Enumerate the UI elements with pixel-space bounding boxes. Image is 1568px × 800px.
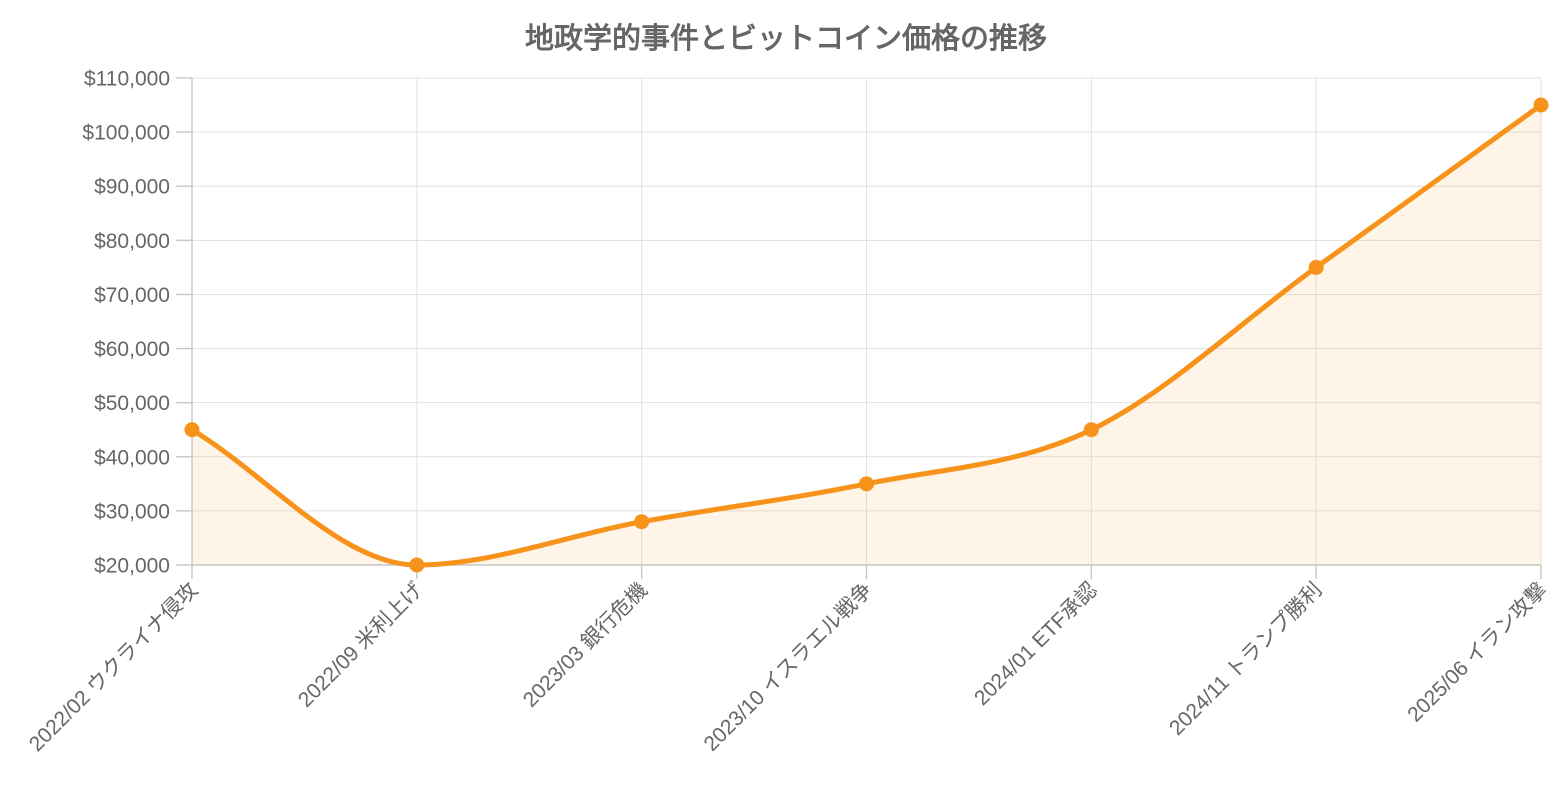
y-tick-label: $40,000 [94,446,170,469]
y-tick-label: $70,000 [94,284,170,307]
y-tick-label: $80,000 [94,230,170,253]
y-axis-tick-labels: $20,000 $30,000 $40,000 $50,000 $60,000 $70,0… [82,68,170,578]
area-fill-layer [192,105,1541,566]
x-tick-label: 2022/02 ウクライナ侵攻 [25,578,203,756]
x-axis-tick-labels: 2022/02 ウクライナ侵攻 2022/09 米利上げ 2023/03 銀行危機 2… [25,578,1552,756]
data-point[interactable] [859,476,874,492]
data-points [184,97,1549,573]
x-tick-label: 2023/10 イスラエル戦争 [699,578,877,756]
data-point[interactable] [1533,97,1549,113]
data-point[interactable] [634,514,650,530]
x-tick-label: 2023/03 銀行危機 [519,578,652,711]
y-tick-label: $110,000 [84,68,170,91]
series-area-fill [192,105,1541,566]
data-point[interactable] [409,557,425,573]
y-tick-label: $30,000 [94,500,170,523]
y-tick-label: $20,000 [94,555,170,578]
data-point[interactable] [1083,422,1099,438]
y-tick-label: $90,000 [94,176,170,199]
grid [176,77,1542,579]
y-tick-label: $100,000 [82,122,170,145]
chart-title: 地政学的事件とビットコイン価格の推移 [525,21,1047,55]
x-tick-label: 2022/09 米利上げ [294,578,427,711]
y-tick-label: $60,000 [94,338,170,361]
x-tick-label: 2024/11 トランプ勝利 [1165,578,1327,740]
y-tick-label: $50,000 [94,392,170,415]
data-point[interactable] [184,422,200,438]
x-tick-label: 2024/01 ETF承認 [970,578,1102,710]
data-point[interactable] [1308,259,1324,275]
x-tick-label: 2025/06 イラン攻撃 [1403,578,1551,726]
